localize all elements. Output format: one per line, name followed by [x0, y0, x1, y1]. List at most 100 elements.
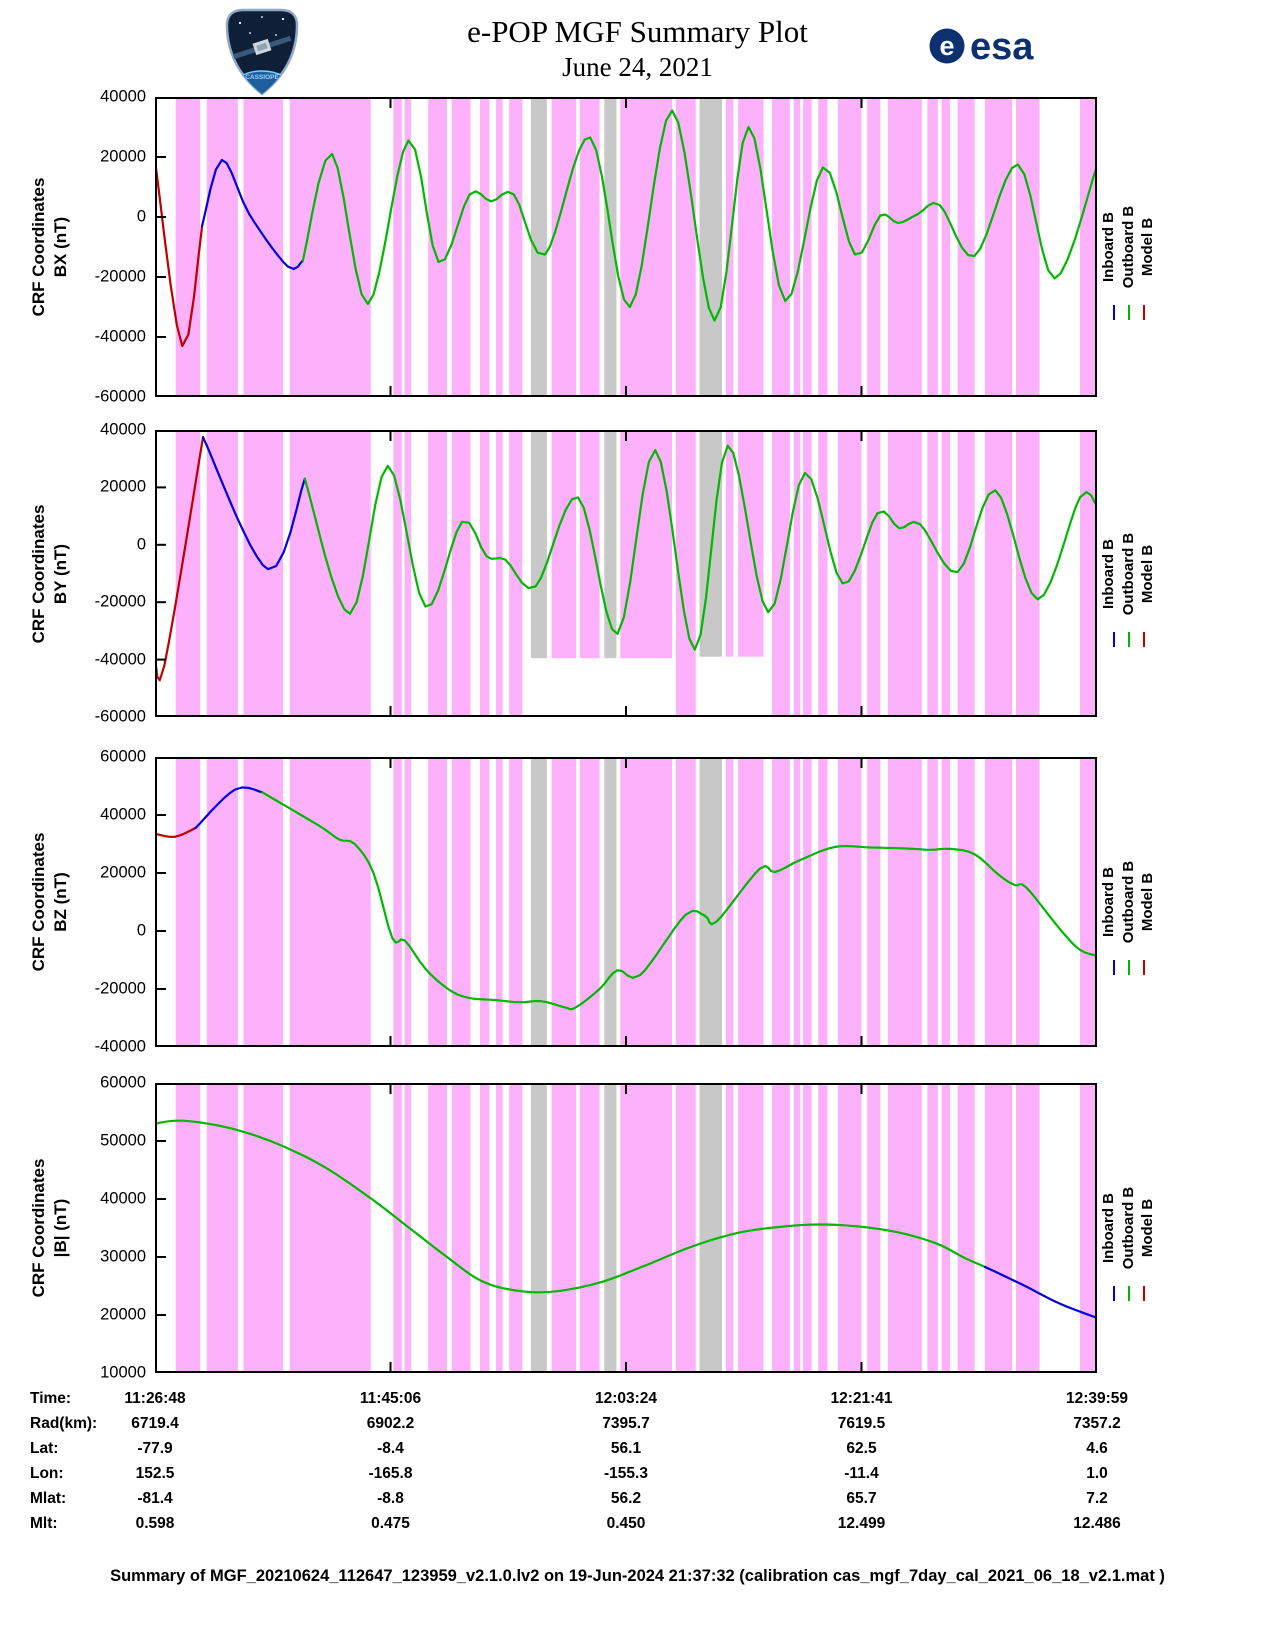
y-tick-label: 40000	[100, 420, 146, 439]
availability-band-pink	[243, 757, 284, 1047]
info-cell: 7357.2	[1073, 1415, 1121, 1432]
availability-band-pink	[1016, 430, 1040, 717]
bz-y-axis-label: CRF Coordinates BZ (nT)	[28, 833, 73, 972]
legend-keys	[1113, 960, 1145, 975]
availability-band-pink	[175, 1083, 201, 1373]
legend-key-model	[1143, 305, 1145, 320]
info-cell: 6902.2	[366, 1415, 415, 1432]
legend-key-model	[1143, 631, 1145, 647]
availability-band-pink	[1080, 430, 1097, 717]
legend-label-outboard: Outboard B	[1119, 1186, 1137, 1270]
legend-key-outboard	[1128, 305, 1130, 320]
availability-band-pink	[675, 1083, 696, 1373]
availability-band-gray	[530, 97, 547, 397]
y-tick-label: -60000	[94, 707, 146, 726]
info-cell: -77.9	[137, 1440, 173, 1457]
info-row-label: Lon:	[30, 1465, 64, 1482]
info-cell: 56.1	[610, 1440, 642, 1457]
info-row-mlat: Mlat: -81.4 -8.8 56.2 65.7 7.2	[0, 1490, 1275, 1515]
panel-bz: CRF Coordinates BZ (nT) Inboard B Outboa…	[29, 748, 1156, 1056]
y-axis-label-line: |B| (nT)	[51, 1198, 71, 1258]
availability-band-pink	[509, 757, 523, 1047]
availability-band-pink	[675, 757, 696, 1047]
plot-border	[155, 430, 1097, 717]
info-cell: 65.7	[846, 1490, 877, 1507]
availability-band-pink	[957, 97, 975, 397]
y-axis-label-line: CRF Coordinates	[29, 504, 49, 643]
info-cell: -155.3	[604, 1465, 648, 1482]
availability-band-pink	[206, 1083, 238, 1373]
legend-keys	[1113, 1286, 1145, 1301]
availability-band-pink	[803, 757, 812, 1047]
availability-band-pink	[772, 757, 790, 1047]
ephemeris-table: Time: 11:26:48 11:45:06 12:03:24 12:21:41 12:…	[0, 1390, 1275, 1542]
series-line-inboard-b	[194, 786, 264, 830]
bx-plot-canvas	[155, 97, 1097, 397]
info-cell: 0.450	[606, 1515, 646, 1532]
availability-band-pink	[393, 97, 402, 397]
availability-band-pink	[579, 97, 600, 397]
info-row-label: Mlat:	[30, 1490, 67, 1507]
availability-band-pink	[984, 430, 1013, 717]
satellite-icon	[232, 35, 292, 60]
info-row-label: Time:	[30, 1390, 72, 1407]
availability-band-pink	[984, 1083, 1013, 1373]
y-tick-label: -60000	[94, 387, 146, 406]
availability-band-pink	[551, 97, 577, 397]
availability-band-pink	[818, 430, 828, 717]
availability-band-pink	[289, 757, 371, 1047]
availability-band-pink	[404, 757, 412, 1047]
info-cell: -11.4	[844, 1465, 879, 1482]
availability-band-pink	[984, 97, 1013, 397]
y-axis-label-line: CRF Coordinates	[29, 177, 49, 317]
series-line-inboard-b	[201, 158, 304, 271]
availability-band-pink	[428, 1083, 447, 1373]
y-tick-label: -20000	[94, 592, 146, 611]
legend-label-outboard: Outboard B	[1119, 860, 1137, 944]
availability-band-pink	[206, 97, 238, 397]
info-cell: 1.0	[1086, 1465, 1108, 1482]
availability-band-pink	[428, 97, 447, 397]
availability-band-pink	[393, 757, 402, 1047]
availability-band-gray	[699, 97, 723, 397]
cassiope-mission-logo: CASSIOPE	[220, 5, 304, 97]
availability-band-pink	[1080, 97, 1097, 397]
legend-key-inboard	[1113, 631, 1115, 647]
availability-band-pink	[957, 430, 975, 717]
availability-band-pink	[393, 1083, 402, 1373]
availability-band-pink	[957, 1083, 975, 1373]
info-cell: 62.5	[846, 1440, 877, 1457]
availability-band-pink	[837, 97, 862, 397]
y-tick-label: 40000	[100, 805, 146, 824]
availability-band-gray	[530, 430, 547, 659]
availability-band-pink	[1016, 97, 1040, 397]
series-line-outboard-b	[155, 1119, 986, 1294]
availability-band-pink	[451, 97, 471, 397]
legend-key-inboard	[1113, 305, 1115, 320]
info-row-time: Time: 11:26:48 11:45:06 12:03:24 12:21:41 12:…	[0, 1390, 1275, 1415]
legend-label-inboard: Inboard B	[1100, 1193, 1117, 1263]
availability-band-pink	[837, 430, 862, 717]
availability-band-pink	[725, 1083, 734, 1373]
availability-band-pink	[243, 97, 284, 397]
legend-key-inboard	[1113, 960, 1115, 975]
info-cell: 7395.7	[602, 1415, 650, 1432]
availability-band-pink	[725, 757, 734, 1047]
info-cell: 12.486	[1073, 1515, 1121, 1532]
legend-label-outboard: Outboard B	[1119, 532, 1137, 615]
availability-band-pink	[620, 430, 673, 659]
chart-date: June 24, 2021	[562, 52, 713, 82]
info-cell: -8.4	[377, 1440, 404, 1457]
series-line-inboard-b	[983, 1265, 1097, 1319]
legend-label-inboard: Inboard B	[1100, 867, 1117, 937]
availability-band-pink	[941, 757, 951, 1047]
chart-title: e-POP MGF Summary Plot	[467, 14, 808, 49]
availability-band-pink	[803, 1083, 812, 1373]
legend-label-model: Model B	[1139, 544, 1156, 603]
plot-border	[155, 97, 1097, 397]
availability-band-pink	[289, 97, 371, 397]
availability-band-pink	[793, 757, 801, 1047]
availability-band-gray	[604, 757, 617, 1047]
series-line-outboard-b	[301, 109, 1097, 322]
legend-keys	[1113, 631, 1145, 647]
